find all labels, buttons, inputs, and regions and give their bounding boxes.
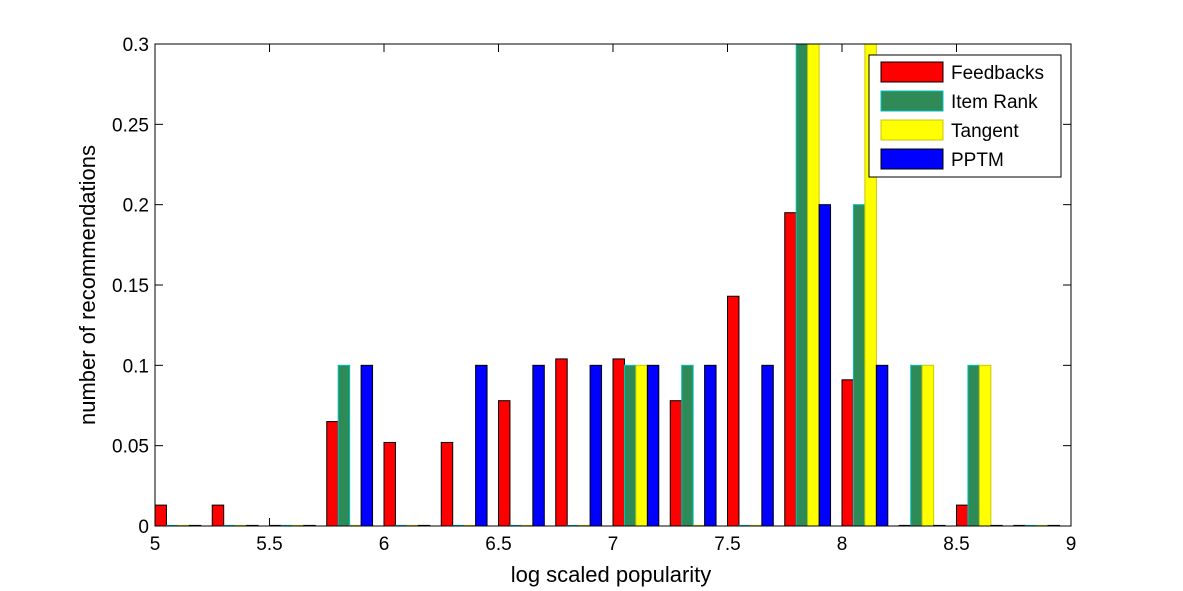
bar-tangent-11	[807, 43, 820, 527]
bar-feedbacks-3	[326, 421, 339, 527]
bar-item-rank-11	[795, 43, 809, 527]
x-tick-label: 7.5	[714, 534, 740, 555]
bar-feedbacks-9	[669, 400, 683, 527]
y-tick-label: 0.05	[112, 437, 149, 458]
x-axis-label: log scaled popularity	[511, 562, 712, 587]
bar-feedbacks-11	[784, 212, 797, 527]
y-tick-label: 0.3	[123, 35, 149, 56]
y-tick-label: 0.15	[112, 276, 149, 297]
bar-item-rank-12	[852, 204, 866, 527]
bar-pptm-10	[761, 364, 774, 527]
x-tick-label: 6.5	[485, 534, 511, 555]
bar-item-rank-13	[910, 364, 923, 527]
bar-pptm-3	[360, 364, 374, 527]
bar-item-rank-8	[623, 364, 637, 527]
x-tick-label: 7	[608, 534, 619, 555]
y-axis-label: number of recommendations	[75, 145, 100, 425]
y-tick-label: 0	[138, 517, 149, 538]
x-tick-label: 8.5	[943, 534, 969, 555]
legend-swatch-item-rank	[880, 90, 944, 112]
bar-tangent-14	[978, 364, 992, 527]
bar-tangent-8	[635, 364, 648, 527]
legend-label-feedbacks: Feedbacks	[951, 63, 1044, 84]
legend: Feedbacks Item Rank Tangent PPTM	[868, 54, 1062, 178]
bar-tangent-13	[921, 364, 935, 527]
x-tick-label: 6	[379, 534, 390, 555]
x-tick-label: 9	[1066, 534, 1077, 555]
bar-feedbacks-12	[841, 379, 854, 527]
legend-label-pptm: PPTM	[951, 150, 1004, 171]
legend-label-tangent: Tangent	[951, 121, 1019, 142]
bar-feedbacks-8	[612, 358, 625, 527]
x-tick-label: 5.5	[256, 534, 282, 555]
x-tick-label: 8	[837, 534, 848, 555]
bar-pptm-9	[704, 364, 717, 527]
y-tick-label: 0.2	[123, 196, 149, 217]
bar-pptm-7	[589, 364, 603, 527]
legend-swatch-tangent	[880, 119, 944, 141]
bar-feedbacks-6	[498, 400, 511, 527]
bar-pptm-12	[875, 364, 889, 527]
bar-pptm-8	[646, 364, 660, 527]
bar-item-rank-9	[681, 364, 694, 527]
legend-label-item-rank: Item Rank	[951, 92, 1038, 113]
x-tick-label: 5	[150, 534, 161, 555]
bar-feedbacks-1	[211, 504, 225, 527]
y-tick-label: 0.1	[123, 356, 149, 377]
bar-feedbacks-4	[383, 441, 396, 527]
bar-item-rank-3	[337, 364, 351, 527]
bar-feedbacks-7	[555, 358, 568, 527]
y-tick-label: 0.25	[112, 115, 149, 136]
bar-feedbacks-5	[440, 441, 454, 527]
legend-swatch-feedbacks	[880, 61, 944, 83]
bar-pptm-6	[532, 364, 545, 527]
bar-pptm-11	[818, 204, 832, 527]
bar-pptm-5	[475, 364, 488, 527]
bar-feedbacks-10	[727, 295, 740, 527]
bar-feedbacks-0	[154, 504, 167, 527]
ticks-layer: 5 5.5 6 6.5 7 7.5 8 8.5 9 0 0.05 0.1 0.15 0.2 0.25 0.3	[112, 35, 1076, 555]
legend-swatch-pptm	[880, 148, 944, 170]
bar-item-rank-14	[967, 364, 980, 527]
bar-feedbacks-14	[956, 504, 969, 527]
